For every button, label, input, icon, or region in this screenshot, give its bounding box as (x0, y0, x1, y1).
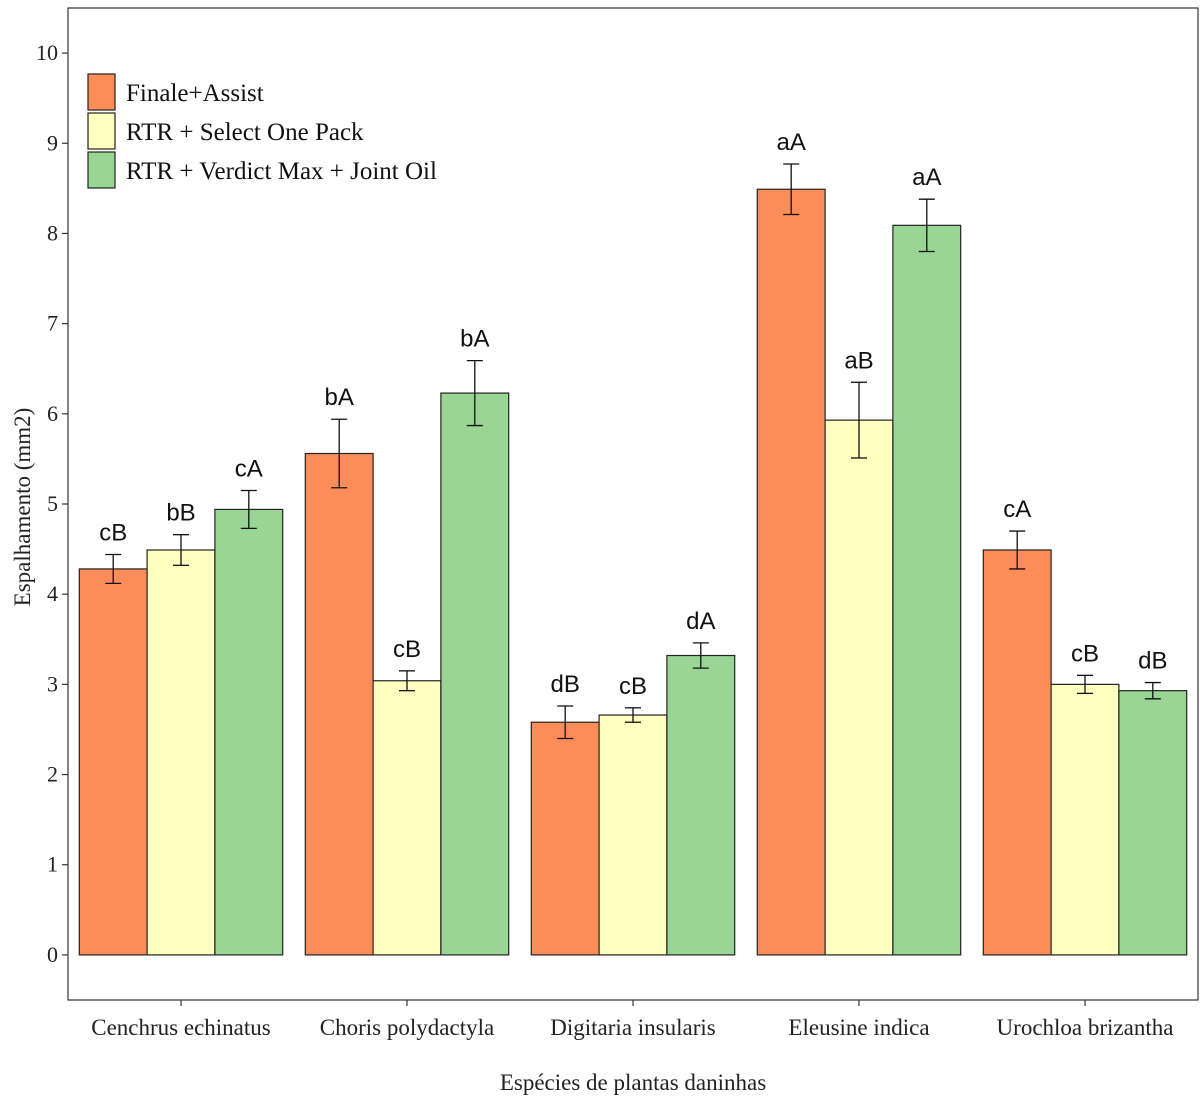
data-label: cB (393, 636, 421, 663)
x-tick-label: Eleusine indica (788, 1015, 929, 1040)
data-label: dB (551, 671, 580, 698)
legend-swatch (87, 73, 116, 111)
bar (372, 680, 442, 956)
y-tick-label: 6 (47, 401, 58, 426)
bars-group (78, 163, 1188, 956)
bar (666, 654, 736, 956)
x-tick-label: Choris polydactyla (320, 1015, 494, 1040)
legend-label: RTR + Verdict Max + Joint Oil (126, 158, 437, 185)
y-tick-label: 5 (47, 491, 58, 516)
data-label: aB (844, 347, 873, 374)
x-axis: Cenchrus echinatus Choris polydactyla Digi… (91, 1000, 1173, 1040)
bar (146, 549, 216, 956)
data-label: aA (912, 164, 941, 191)
y-tick-label: 2 (47, 762, 58, 787)
legend-swatch (87, 112, 116, 150)
bar (598, 714, 668, 956)
data-label: cA (1003, 496, 1031, 523)
y-axis-title: Espalhamento (mm2) (10, 408, 35, 607)
bar (440, 392, 510, 956)
legend-label: RTR + Select One Pack (126, 119, 364, 146)
data-label: dB (1138, 648, 1167, 675)
x-tick-label: Digitaria insularis (550, 1015, 715, 1040)
data-labels-group: cB bB cA bA cB bA dB cB dA aA aB aA cA cB dB (99, 129, 1167, 700)
data-label: bA (325, 384, 354, 411)
legend: Finale+Assist RTR + Select One Pack RTR + … (87, 73, 437, 189)
data-label: cB (1071, 640, 1099, 667)
x-tick-label: Urochloa brizantha (997, 1015, 1174, 1040)
y-tick-label: 3 (47, 671, 58, 696)
y-tick-label: 7 (47, 311, 58, 336)
bar (78, 568, 148, 956)
data-label: dA (686, 608, 715, 635)
y-tick-label: 4 (47, 581, 58, 606)
y-tick-label: 9 (47, 130, 58, 155)
data-label: aA (777, 129, 806, 156)
data-label: bA (460, 326, 489, 353)
y-tick-label: 1 (47, 852, 58, 877)
x-axis-title: Espécies de plantas daninhas (500, 1070, 766, 1095)
data-label: bB (166, 500, 195, 527)
bar (530, 721, 600, 956)
bar (824, 419, 894, 956)
y-tick-label: 8 (47, 220, 58, 245)
legend-label: Finale+Assist (126, 80, 264, 107)
data-label: cB (619, 673, 647, 700)
bar (214, 508, 284, 956)
data-label: cA (235, 455, 263, 482)
bar (756, 188, 826, 956)
y-axis: 0 1 2 3 4 5 6 7 8 9 10 (36, 40, 68, 967)
y-tick-label: 10 (36, 40, 58, 65)
x-tick-label: Cenchrus echinatus (91, 1015, 271, 1040)
bar (304, 452, 374, 956)
bar (1050, 683, 1120, 956)
data-label: cB (99, 520, 127, 547)
bar (982, 549, 1052, 956)
bar (892, 224, 962, 956)
bar (1118, 690, 1188, 956)
legend-swatch (87, 151, 116, 189)
y-tick-label: 0 (47, 942, 58, 967)
